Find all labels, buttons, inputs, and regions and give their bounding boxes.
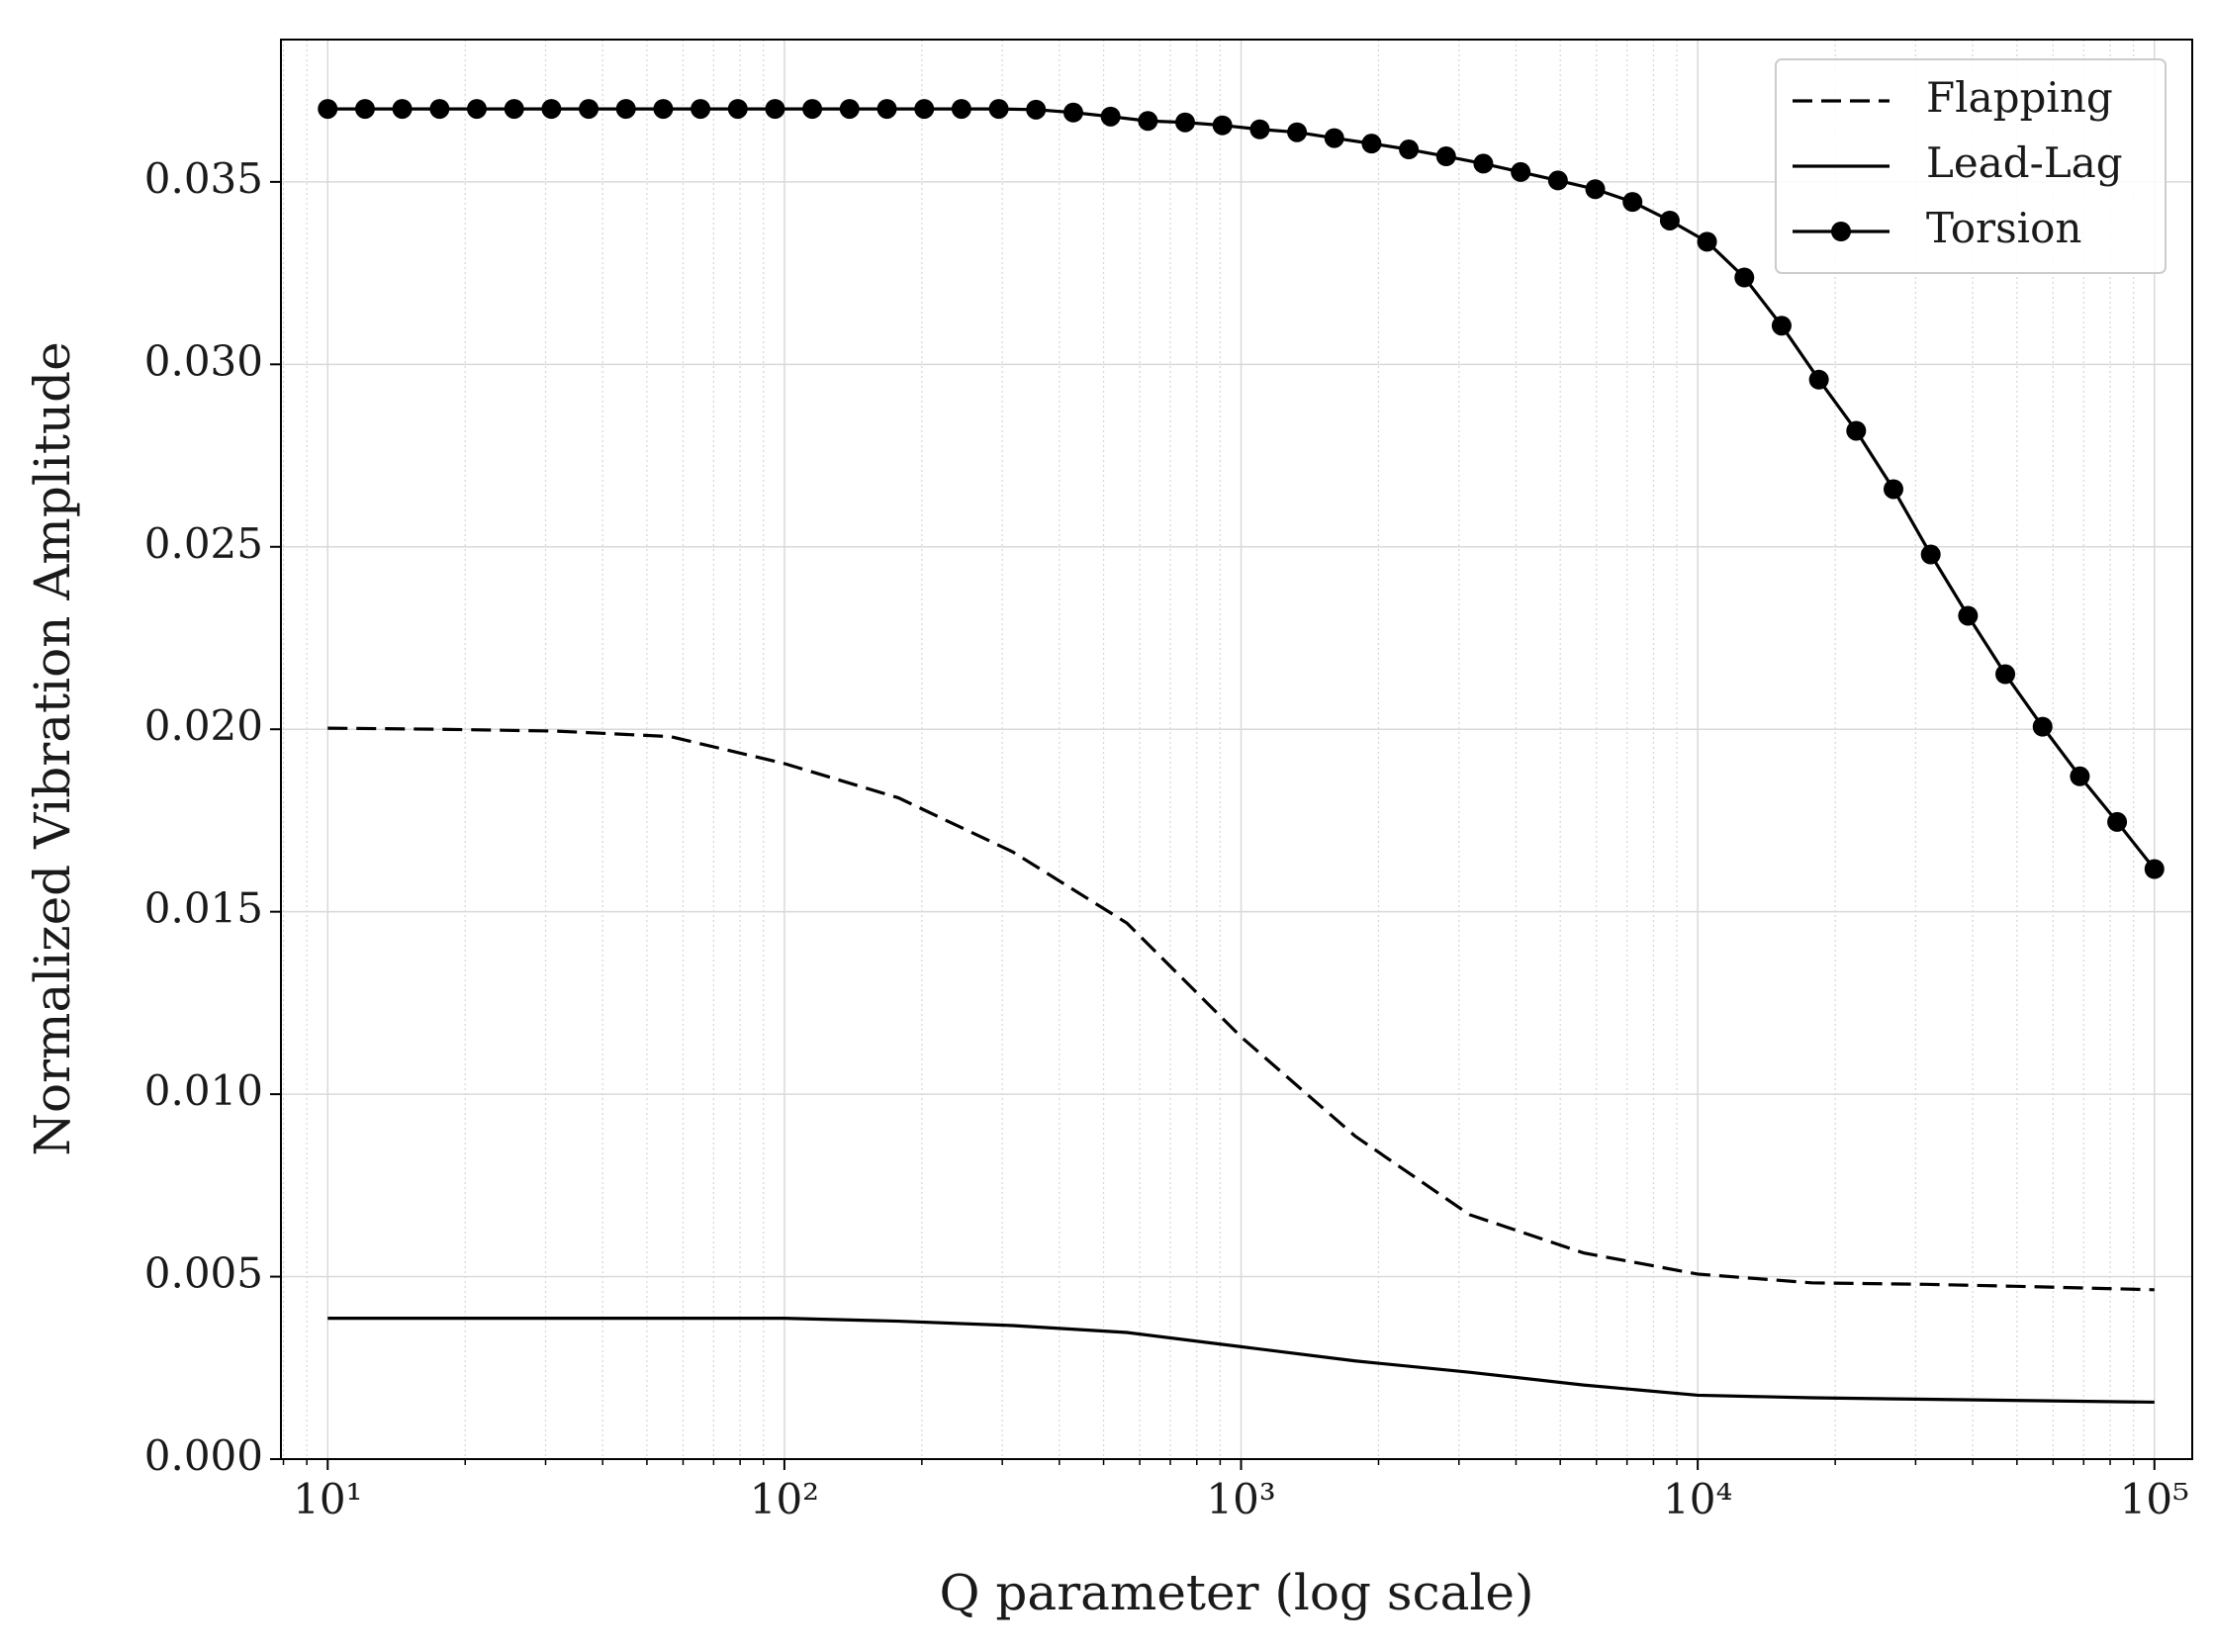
series-marker <box>914 99 935 120</box>
series-marker <box>429 99 450 120</box>
x-tick-label: 10³ <box>1206 1475 1275 1523</box>
series-line <box>327 1317 2155 1405</box>
series-marker <box>1399 139 1420 160</box>
x-tick-label: 10⁵ <box>2120 1475 2189 1523</box>
series-marker <box>988 99 1009 120</box>
series-marker <box>1361 134 1382 154</box>
series-marker <box>802 99 823 120</box>
y-tick-label: 0.025 <box>144 519 263 568</box>
legend-marker <box>1831 222 1851 241</box>
series-marker <box>1846 420 1867 441</box>
series-marker <box>1026 99 1047 120</box>
series-marker <box>727 99 748 120</box>
series-marker <box>653 99 674 120</box>
y-axis-label: Normalized Vibration Amplitude <box>24 341 81 1155</box>
series-marker <box>2070 766 2090 786</box>
y-tick-label: 0.015 <box>144 884 263 933</box>
series-marker <box>466 99 487 120</box>
series-marker <box>1547 170 1568 191</box>
series-marker <box>579 99 599 120</box>
y-tick-label: 0.000 <box>144 1431 263 1480</box>
legend: Flapping Lead-Lag Torsion <box>1775 58 2167 274</box>
y-tick-label: 0.035 <box>144 154 263 203</box>
series-line <box>327 726 2155 1292</box>
series-marker <box>392 99 413 120</box>
series-marker <box>1920 544 1941 565</box>
series-marker <box>839 99 860 120</box>
x-tick-label: 10² <box>750 1475 819 1523</box>
series-marker <box>2032 716 2053 737</box>
series-marker <box>2107 811 2128 832</box>
legend-label: Torsion <box>1926 204 2081 252</box>
x-tick-label: 10¹ <box>293 1475 362 1523</box>
series-marker <box>765 99 785 120</box>
series-marker <box>1511 161 1531 182</box>
series-marker <box>1138 111 1158 132</box>
legend-label: Flapping <box>1926 73 2113 122</box>
plot-frame <box>280 39 2193 1460</box>
series-marker <box>1249 119 1270 139</box>
series-marker <box>504 99 524 120</box>
series-marker <box>1995 664 2016 685</box>
series-marker <box>1174 112 1195 133</box>
series-marker <box>1734 267 1755 288</box>
x-tick-label: 10⁴ <box>1663 1475 1732 1523</box>
series-marker <box>615 99 636 120</box>
y-tick-label: 0.030 <box>144 336 263 385</box>
series-marker <box>1062 102 1083 123</box>
series-marker <box>1473 153 1494 174</box>
legend-box <box>1775 58 2167 274</box>
series-layer <box>318 99 2165 1405</box>
series-marker <box>1771 316 1792 336</box>
series-marker <box>1212 115 1233 136</box>
series-marker <box>1435 146 1456 167</box>
series-marker <box>1808 369 1829 390</box>
series-marker <box>1659 210 1680 230</box>
series-marker <box>1883 479 1903 500</box>
series-marker <box>876 99 897 120</box>
series-marker <box>1287 122 1308 142</box>
series-marker <box>1324 128 1344 148</box>
series-marker <box>1958 605 1979 626</box>
y-tick-label: 0.020 <box>144 701 263 750</box>
series-marker <box>691 99 711 120</box>
series-marker <box>1622 192 1643 213</box>
legend-label: Lead-Lag <box>1926 138 2123 187</box>
series-marker <box>2144 859 2165 879</box>
y-tick-label: 0.005 <box>144 1249 263 1298</box>
series-marker <box>318 99 338 120</box>
y-tick-label: 0.010 <box>144 1066 263 1115</box>
series-marker <box>951 99 971 120</box>
series-marker <box>1697 231 1717 252</box>
series-marker <box>541 99 562 120</box>
grid <box>281 40 2192 1460</box>
series-marker <box>1585 179 1606 200</box>
series-marker <box>354 99 375 120</box>
series-marker <box>1100 106 1121 127</box>
axes: 10¹ 10² 10³ 10⁴ 10⁵ 0.000 0.005 0.010 0.015 0.020… <box>144 154 2189 1523</box>
x-axis-label: Q parameter (log scale) <box>940 1564 1534 1621</box>
